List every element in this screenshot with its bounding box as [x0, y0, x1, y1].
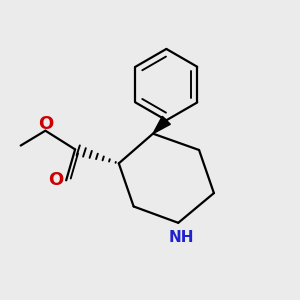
Polygon shape	[153, 116, 170, 134]
Text: O: O	[48, 171, 63, 189]
Text: O: O	[38, 115, 54, 133]
Text: NH: NH	[169, 230, 194, 244]
